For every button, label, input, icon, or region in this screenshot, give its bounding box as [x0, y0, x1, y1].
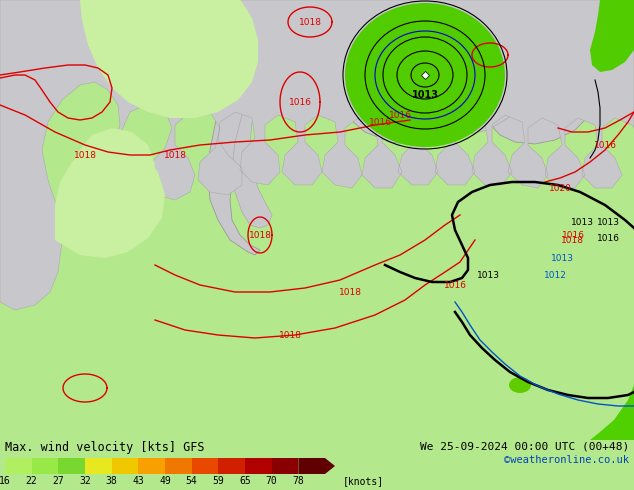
Text: 70: 70 — [266, 476, 278, 486]
Bar — [112, 458, 138, 474]
Bar — [218, 458, 245, 474]
Polygon shape — [232, 0, 538, 228]
Text: 78: 78 — [292, 476, 304, 486]
Polygon shape — [590, 0, 634, 72]
Ellipse shape — [345, 3, 505, 147]
Bar — [245, 458, 271, 474]
Text: Max. wind velocity [kts] GFS: Max. wind velocity [kts] GFS — [5, 441, 205, 454]
Text: 16: 16 — [0, 476, 11, 486]
Bar — [271, 458, 299, 474]
Polygon shape — [80, 0, 258, 118]
Text: 1018: 1018 — [560, 236, 583, 245]
Text: 65: 65 — [239, 476, 251, 486]
Text: 1016: 1016 — [444, 280, 467, 290]
Text: 59: 59 — [212, 476, 224, 486]
Text: 1018: 1018 — [339, 288, 361, 296]
Text: 1013: 1013 — [411, 90, 439, 100]
Bar — [138, 458, 165, 474]
Text: 1018: 1018 — [278, 330, 302, 340]
Text: 32: 32 — [79, 476, 91, 486]
Text: 49: 49 — [159, 476, 171, 486]
Polygon shape — [299, 458, 335, 474]
Polygon shape — [400, 0, 605, 144]
Text: 38: 38 — [106, 476, 117, 486]
Polygon shape — [0, 0, 634, 310]
Text: 1013: 1013 — [477, 270, 500, 279]
Text: 54: 54 — [186, 476, 198, 486]
Text: 1013: 1013 — [571, 218, 593, 226]
Text: 1016: 1016 — [288, 98, 311, 106]
Bar — [165, 458, 191, 474]
Ellipse shape — [367, 23, 483, 127]
Bar — [191, 458, 218, 474]
Text: [knots]: [knots] — [343, 476, 384, 486]
Ellipse shape — [385, 39, 465, 111]
Text: 27: 27 — [53, 476, 64, 486]
Text: 22: 22 — [26, 476, 37, 486]
Text: 1012: 1012 — [543, 270, 566, 279]
Text: We 25-09-2024 00:00 UTC (00+48): We 25-09-2024 00:00 UTC (00+48) — [420, 441, 629, 451]
Ellipse shape — [370, 27, 480, 122]
Ellipse shape — [413, 65, 437, 85]
Text: 1020: 1020 — [548, 183, 571, 193]
Bar — [85, 458, 112, 474]
Text: ©weatheronline.co.uk: ©weatheronline.co.uk — [504, 455, 629, 465]
Text: 1018: 1018 — [249, 230, 271, 240]
Polygon shape — [72, 128, 155, 208]
Text: 1016: 1016 — [389, 111, 411, 120]
Text: 1016: 1016 — [593, 141, 616, 149]
Polygon shape — [208, 0, 520, 255]
Bar — [58, 458, 85, 474]
Text: 1018: 1018 — [299, 18, 321, 26]
Text: 1018: 1018 — [164, 150, 186, 160]
Text: 1018: 1018 — [74, 150, 96, 160]
Text: 1016: 1016 — [368, 118, 392, 126]
Text: 43: 43 — [133, 476, 144, 486]
Polygon shape — [590, 385, 634, 440]
Ellipse shape — [509, 377, 531, 393]
Ellipse shape — [399, 53, 451, 97]
Bar — [32, 458, 58, 474]
Text: 1016: 1016 — [597, 234, 619, 243]
Text: 1013: 1013 — [597, 218, 619, 226]
Bar — [5, 458, 32, 474]
Polygon shape — [55, 142, 165, 258]
Text: 1013: 1013 — [550, 253, 574, 263]
Text: 1016: 1016 — [562, 230, 585, 240]
